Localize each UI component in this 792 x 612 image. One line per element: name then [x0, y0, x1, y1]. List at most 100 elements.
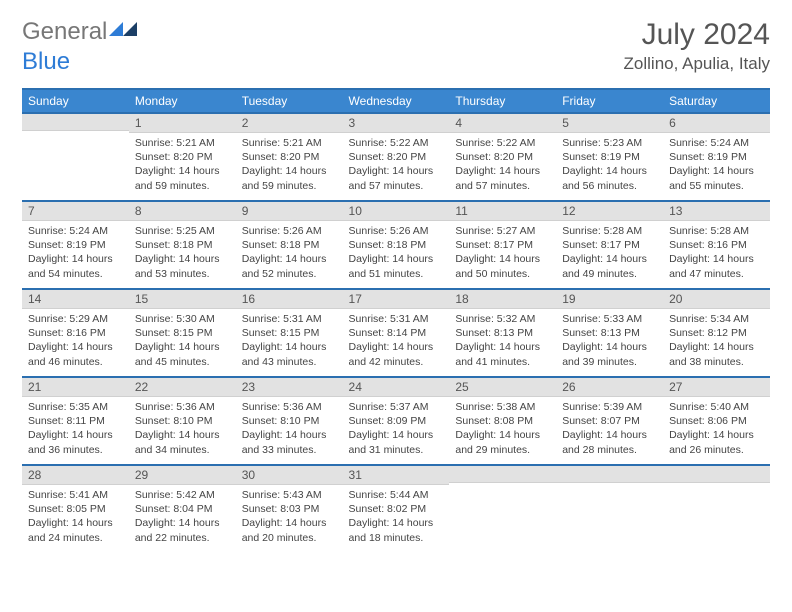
sunrise-text: Sunrise: 5:23 AM	[562, 136, 657, 150]
title-block: July 2024 Zollino, Apulia, Italy	[624, 18, 770, 74]
day-number: 14	[22, 290, 129, 309]
sunset-text: Sunset: 8:18 PM	[242, 238, 337, 252]
month-title: July 2024	[624, 18, 770, 52]
day-body: Sunrise: 5:21 AMSunset: 8:20 PMDaylight:…	[236, 133, 343, 197]
sunset-text: Sunset: 8:19 PM	[669, 150, 764, 164]
calendar-day-cell: 29Sunrise: 5:42 AMSunset: 8:04 PMDayligh…	[129, 465, 236, 553]
daylight-text: Daylight: 14 hours and 54 minutes.	[28, 252, 123, 280]
day-body: Sunrise: 5:26 AMSunset: 8:18 PMDaylight:…	[343, 221, 450, 285]
day-number: 4	[449, 114, 556, 133]
daylight-text: Daylight: 14 hours and 34 minutes.	[135, 428, 230, 456]
daylight-text: Daylight: 14 hours and 43 minutes.	[242, 340, 337, 368]
calendar-day-cell	[556, 465, 663, 553]
day-number: 18	[449, 290, 556, 309]
day-body: Sunrise: 5:24 AMSunset: 8:19 PMDaylight:…	[22, 221, 129, 285]
calendar-day-cell	[22, 113, 129, 201]
calendar-day-cell: 18Sunrise: 5:32 AMSunset: 8:13 PMDayligh…	[449, 289, 556, 377]
daylight-text: Daylight: 14 hours and 28 minutes.	[562, 428, 657, 456]
daylight-text: Daylight: 14 hours and 47 minutes.	[669, 252, 764, 280]
calendar-day-cell: 5Sunrise: 5:23 AMSunset: 8:19 PMDaylight…	[556, 113, 663, 201]
day-body: Sunrise: 5:40 AMSunset: 8:06 PMDaylight:…	[663, 397, 770, 461]
daylight-text: Daylight: 14 hours and 59 minutes.	[135, 164, 230, 192]
sunrise-text: Sunrise: 5:35 AM	[28, 400, 123, 414]
sunrise-text: Sunrise: 5:22 AM	[349, 136, 444, 150]
sunset-text: Sunset: 8:20 PM	[349, 150, 444, 164]
daylight-text: Daylight: 14 hours and 59 minutes.	[242, 164, 337, 192]
daylight-text: Daylight: 14 hours and 56 minutes.	[562, 164, 657, 192]
daylight-text: Daylight: 14 hours and 42 minutes.	[349, 340, 444, 368]
sunset-text: Sunset: 8:20 PM	[135, 150, 230, 164]
sunrise-text: Sunrise: 5:36 AM	[242, 400, 337, 414]
daylight-text: Daylight: 14 hours and 55 minutes.	[669, 164, 764, 192]
day-number: 25	[449, 378, 556, 397]
calendar-day-cell: 25Sunrise: 5:38 AMSunset: 8:08 PMDayligh…	[449, 377, 556, 465]
day-number: 29	[129, 466, 236, 485]
day-body: Sunrise: 5:35 AMSunset: 8:11 PMDaylight:…	[22, 397, 129, 461]
sunrise-text: Sunrise: 5:39 AM	[562, 400, 657, 414]
day-number: 20	[663, 290, 770, 309]
day-body: Sunrise: 5:34 AMSunset: 8:12 PMDaylight:…	[663, 309, 770, 373]
sunset-text: Sunset: 8:19 PM	[28, 238, 123, 252]
sunrise-text: Sunrise: 5:25 AM	[135, 224, 230, 238]
calendar-day-cell: 30Sunrise: 5:43 AMSunset: 8:03 PMDayligh…	[236, 465, 343, 553]
sunrise-text: Sunrise: 5:31 AM	[242, 312, 337, 326]
day-body: Sunrise: 5:24 AMSunset: 8:19 PMDaylight:…	[663, 133, 770, 197]
sunset-text: Sunset: 8:16 PM	[28, 326, 123, 340]
day-body: Sunrise: 5:22 AMSunset: 8:20 PMDaylight:…	[343, 133, 450, 197]
day-body: Sunrise: 5:28 AMSunset: 8:17 PMDaylight:…	[556, 221, 663, 285]
sunset-text: Sunset: 8:17 PM	[455, 238, 550, 252]
sunrise-text: Sunrise: 5:38 AM	[455, 400, 550, 414]
day-number: 30	[236, 466, 343, 485]
sunset-text: Sunset: 8:13 PM	[562, 326, 657, 340]
daylight-text: Daylight: 14 hours and 52 minutes.	[242, 252, 337, 280]
calendar-day-cell: 31Sunrise: 5:44 AMSunset: 8:02 PMDayligh…	[343, 465, 450, 553]
day-number: 11	[449, 202, 556, 221]
calendar-day-cell: 27Sunrise: 5:40 AMSunset: 8:06 PMDayligh…	[663, 377, 770, 465]
sunset-text: Sunset: 8:20 PM	[455, 150, 550, 164]
day-number: 3	[343, 114, 450, 133]
day-number: 26	[556, 378, 663, 397]
day-body: Sunrise: 5:23 AMSunset: 8:19 PMDaylight:…	[556, 133, 663, 197]
calendar-day-cell: 28Sunrise: 5:41 AMSunset: 8:05 PMDayligh…	[22, 465, 129, 553]
weekday-header: Saturday	[663, 89, 770, 113]
calendar-day-cell: 8Sunrise: 5:25 AMSunset: 8:18 PMDaylight…	[129, 201, 236, 289]
sunrise-text: Sunrise: 5:26 AM	[349, 224, 444, 238]
sunset-text: Sunset: 8:16 PM	[669, 238, 764, 252]
day-body: Sunrise: 5:31 AMSunset: 8:14 PMDaylight:…	[343, 309, 450, 373]
calendar-day-cell: 26Sunrise: 5:39 AMSunset: 8:07 PMDayligh…	[556, 377, 663, 465]
calendar-day-cell: 17Sunrise: 5:31 AMSunset: 8:14 PMDayligh…	[343, 289, 450, 377]
calendar-day-cell: 24Sunrise: 5:37 AMSunset: 8:09 PMDayligh…	[343, 377, 450, 465]
day-number: 10	[343, 202, 450, 221]
sunset-text: Sunset: 8:12 PM	[669, 326, 764, 340]
calendar-body: 1Sunrise: 5:21 AMSunset: 8:20 PMDaylight…	[22, 113, 770, 553]
daylight-text: Daylight: 14 hours and 31 minutes.	[349, 428, 444, 456]
day-number: 15	[129, 290, 236, 309]
calendar-day-cell: 22Sunrise: 5:36 AMSunset: 8:10 PMDayligh…	[129, 377, 236, 465]
day-number: 17	[343, 290, 450, 309]
calendar-table: Sunday Monday Tuesday Wednesday Thursday…	[22, 88, 770, 553]
calendar-day-cell: 7Sunrise: 5:24 AMSunset: 8:19 PMDaylight…	[22, 201, 129, 289]
weekday-header: Wednesday	[343, 89, 450, 113]
calendar-day-cell: 21Sunrise: 5:35 AMSunset: 8:11 PMDayligh…	[22, 377, 129, 465]
calendar-day-cell: 3Sunrise: 5:22 AMSunset: 8:20 PMDaylight…	[343, 113, 450, 201]
calendar-week-row: 7Sunrise: 5:24 AMSunset: 8:19 PMDaylight…	[22, 201, 770, 289]
sunset-text: Sunset: 8:04 PM	[135, 502, 230, 516]
sunrise-text: Sunrise: 5:33 AM	[562, 312, 657, 326]
calendar-day-cell: 6Sunrise: 5:24 AMSunset: 8:19 PMDaylight…	[663, 113, 770, 201]
sunset-text: Sunset: 8:15 PM	[242, 326, 337, 340]
calendar-day-cell: 15Sunrise: 5:30 AMSunset: 8:15 PMDayligh…	[129, 289, 236, 377]
sunrise-text: Sunrise: 5:44 AM	[349, 488, 444, 502]
daylight-text: Daylight: 14 hours and 24 minutes.	[28, 516, 123, 544]
day-number: 12	[556, 202, 663, 221]
sunrise-text: Sunrise: 5:22 AM	[455, 136, 550, 150]
logo-triangle-icon	[109, 20, 137, 36]
sunrise-text: Sunrise: 5:40 AM	[669, 400, 764, 414]
sunset-text: Sunset: 8:17 PM	[562, 238, 657, 252]
day-number	[22, 114, 129, 131]
sunrise-text: Sunrise: 5:21 AM	[135, 136, 230, 150]
calendar-day-cell: 1Sunrise: 5:21 AMSunset: 8:20 PMDaylight…	[129, 113, 236, 201]
day-body: Sunrise: 5:41 AMSunset: 8:05 PMDaylight:…	[22, 485, 129, 549]
weekday-header: Friday	[556, 89, 663, 113]
weekday-header: Thursday	[449, 89, 556, 113]
weekday-header: Sunday	[22, 89, 129, 113]
